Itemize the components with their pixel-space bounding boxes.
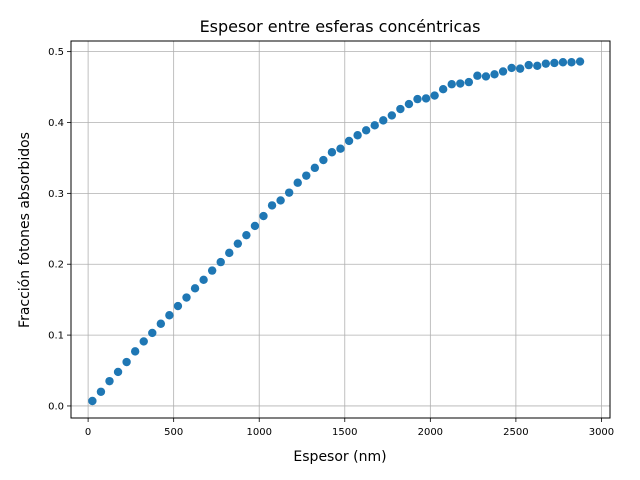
data-point <box>498 67 508 76</box>
data-point <box>447 80 456 89</box>
data-point <box>242 230 251 240</box>
data-point <box>353 131 362 140</box>
data-point <box>541 59 551 68</box>
data-point <box>148 328 157 338</box>
data-point <box>438 84 448 94</box>
data-point <box>327 148 337 157</box>
x-tick-label: 2500 <box>503 427 528 438</box>
data-point <box>379 116 388 125</box>
data-point <box>259 211 268 221</box>
data-point <box>190 284 200 293</box>
y-tick-label: 0.2 <box>48 260 64 271</box>
x-tick-label: 3000 <box>589 427 614 438</box>
data-point <box>130 347 140 356</box>
data-point <box>276 196 285 205</box>
data-point <box>113 367 123 377</box>
data-point <box>336 144 345 153</box>
x-tick-label: 0 <box>85 427 91 438</box>
data-point <box>430 91 439 100</box>
y-tick-label: 0.4 <box>48 118 64 129</box>
data-point <box>421 94 431 103</box>
data-point <box>533 61 542 71</box>
data-point <box>96 387 106 396</box>
chart-title: Espesor entre esferas concéntricas <box>200 17 481 36</box>
data-point <box>396 104 405 114</box>
data-point <box>558 58 568 67</box>
y-tick-label: 0.0 <box>48 401 64 412</box>
data-point <box>507 63 516 73</box>
data-point <box>524 60 533 70</box>
data-point <box>139 337 148 346</box>
data-point <box>319 155 328 165</box>
data-point <box>515 64 525 73</box>
plot-frame <box>70 40 611 419</box>
data-point <box>199 275 208 285</box>
data-point <box>481 72 491 81</box>
data-point <box>207 266 217 275</box>
data-point <box>575 57 585 66</box>
x-tick-label: 2000 <box>418 427 443 438</box>
x-tick-label: 1000 <box>246 427 271 438</box>
data-point <box>413 94 422 104</box>
x-tick-label: 1500 <box>332 427 357 438</box>
data-point <box>173 301 183 311</box>
data-point <box>404 99 414 109</box>
y-tick-label: 0.3 <box>48 189 64 200</box>
data-point <box>250 221 260 231</box>
data-point <box>464 77 474 87</box>
data-point <box>182 293 191 302</box>
y-tick-label: 0.1 <box>48 331 64 342</box>
data-point <box>361 126 371 135</box>
data-points <box>88 57 585 406</box>
data-point <box>267 201 277 210</box>
data-point <box>122 357 131 367</box>
data-point <box>302 171 311 180</box>
data-point <box>387 111 397 120</box>
data-point <box>550 58 559 68</box>
data-point <box>344 136 354 146</box>
y-axis-label: Fracción fotones absorbidos <box>17 132 33 328</box>
data-point <box>473 71 482 80</box>
data-point <box>284 188 294 197</box>
data-point <box>370 121 379 130</box>
data-point <box>216 257 225 267</box>
x-axis-ticks: 0 500 1000 1500 2000 2500 3000 <box>85 418 614 438</box>
grid-lines <box>71 41 610 418</box>
data-point <box>165 311 174 320</box>
y-tick-label: 0.5 <box>48 47 64 58</box>
data-point <box>293 178 302 187</box>
y-axis-ticks: 0.0 0.1 0.2 0.3 0.4 0.5 <box>48 47 71 412</box>
data-point <box>456 79 465 88</box>
data-point <box>156 319 166 328</box>
data-point <box>225 248 234 258</box>
data-point <box>567 58 576 67</box>
data-point <box>310 163 320 173</box>
data-point <box>105 376 114 386</box>
data-point <box>490 70 499 79</box>
data-point <box>233 239 243 248</box>
x-tick-label: 500 <box>164 427 183 438</box>
x-axis-label: Espesor (nm) <box>293 449 386 465</box>
data-point <box>88 396 97 406</box>
